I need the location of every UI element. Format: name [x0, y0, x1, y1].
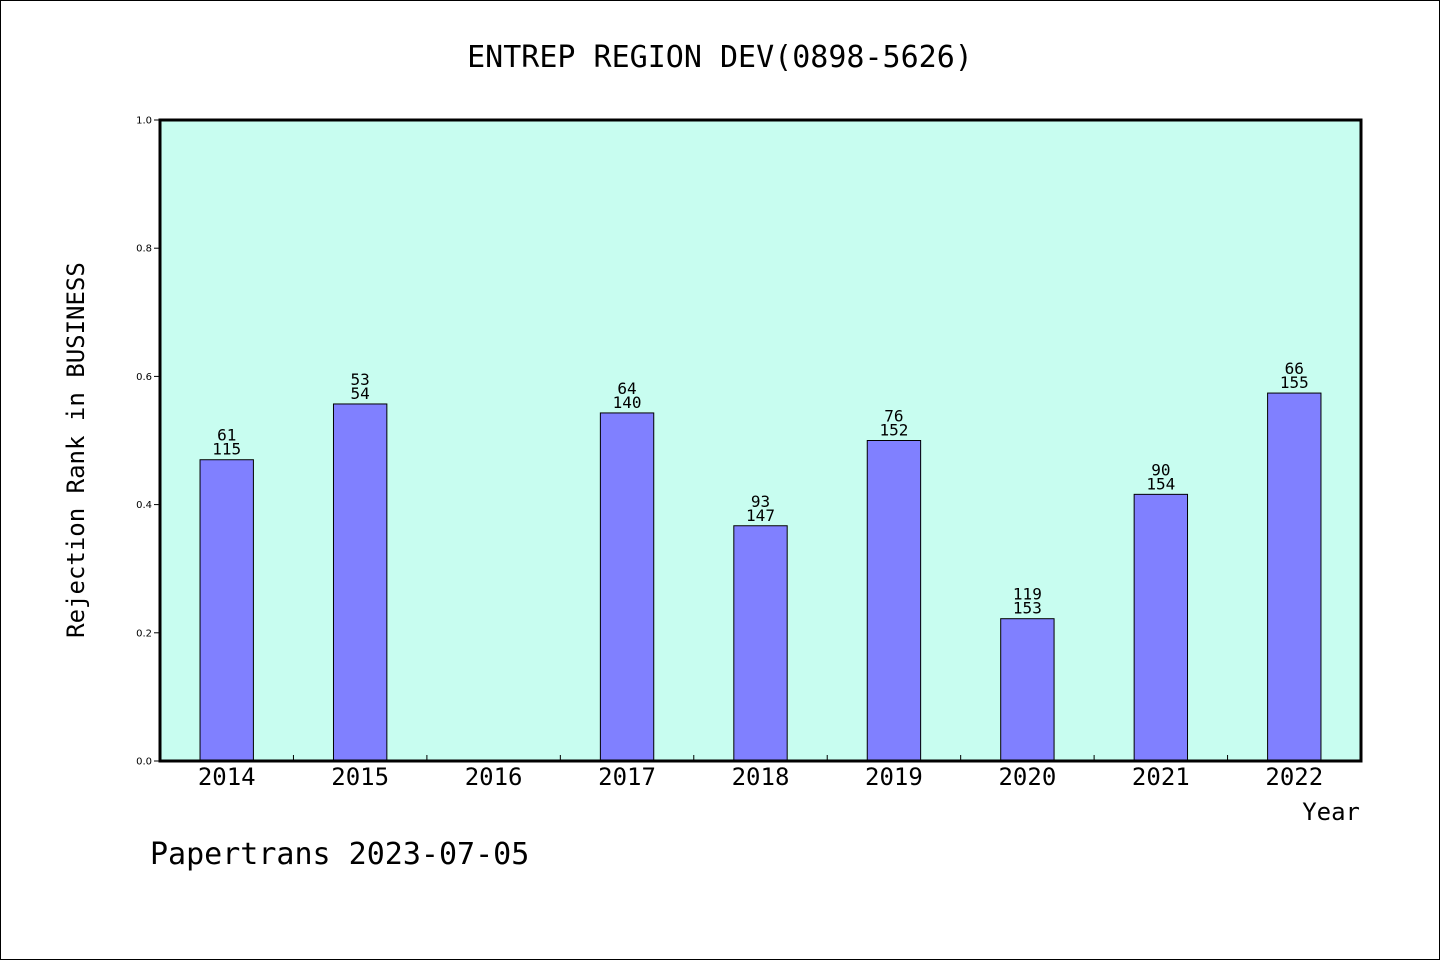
data-label-top: 64 — [617, 379, 636, 398]
x-axis-label: Year — [1302, 798, 1360, 826]
x-tick-label: 2015 — [331, 763, 389, 791]
data-label-top: 76 — [884, 407, 903, 426]
x-tick-label: 2022 — [1265, 763, 1323, 791]
bar-2020 — [1000, 618, 1055, 762]
y-axis-label: Rejection Rank in BUSINESS — [62, 262, 90, 638]
data-label-top: 53 — [351, 370, 370, 389]
bar-2014 — [199, 459, 254, 762]
x-tick-label: 2020 — [998, 763, 1056, 791]
y-tick-label: 0.2 — [136, 628, 152, 639]
plot-border — [158, 118, 1363, 763]
data-label-bottom: 155 — [1280, 373, 1309, 392]
data-label-bottom: 152 — [879, 421, 908, 440]
y-tick-label: 0.8 — [136, 244, 152, 255]
data-label-top: 90 — [1151, 460, 1170, 479]
x-tick-label: 2014 — [198, 763, 256, 791]
data-label-top: 61 — [217, 426, 236, 445]
x-tick-label: 2019 — [865, 763, 923, 791]
x-tick-label: 2018 — [732, 763, 790, 791]
bar-2021 — [1133, 493, 1189, 762]
data-label-bottom: 147 — [746, 506, 775, 525]
data-label-bottom: 54 — [351, 384, 370, 403]
data-label-top: 93 — [751, 492, 770, 511]
data-label-top: 66 — [1285, 359, 1304, 378]
bar-2018 — [733, 525, 788, 762]
footer-text: Papertrans 2023-07-05 — [150, 837, 529, 872]
data-label-bottom: 154 — [1146, 474, 1175, 493]
x-tick-label: 2021 — [1132, 763, 1190, 791]
data-label-bottom: 153 — [1013, 599, 1042, 618]
y-tick-label: 0.0 — [136, 757, 152, 768]
chart-title: ENTREP REGION DEV(0898-5626) — [467, 40, 973, 75]
bar-2022 — [1267, 392, 1322, 762]
y-tick-label: 0.4 — [136, 500, 152, 511]
bar-2015 — [332, 403, 388, 762]
x-tick-label: 2016 — [465, 763, 523, 791]
data-label-bottom: 140 — [613, 393, 642, 412]
bar-2019 — [866, 440, 922, 762]
bar-2017 — [599, 412, 655, 762]
data-label-bottom: 115 — [212, 440, 241, 459]
data-label-top: 119 — [1013, 585, 1042, 604]
y-tick-label: 1.0 — [136, 116, 152, 127]
y-tick-label: 0.6 — [136, 372, 152, 383]
x-tick-label: 2017 — [598, 763, 656, 791]
